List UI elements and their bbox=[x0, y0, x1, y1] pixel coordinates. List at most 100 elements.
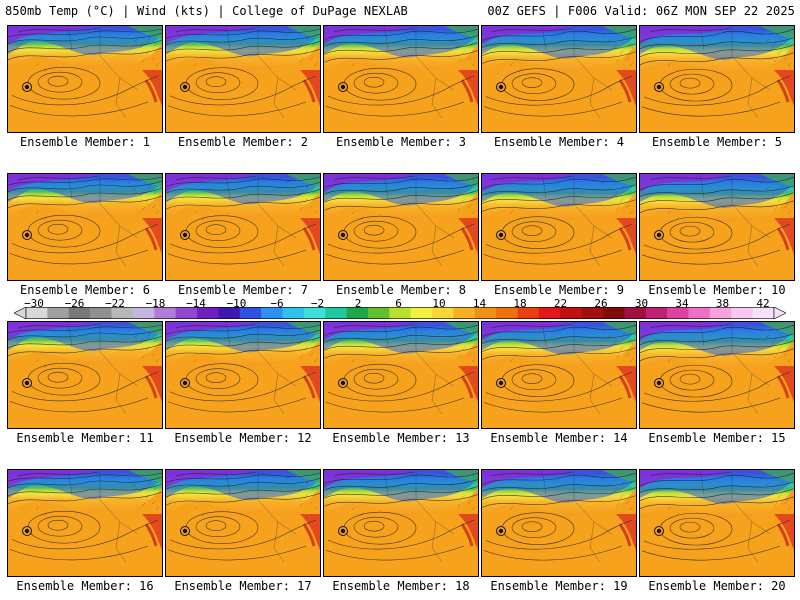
colorbar-tick-label: 30 bbox=[634, 297, 649, 310]
ensemble-member-label: Ensemble Member: 1 bbox=[19, 135, 151, 149]
colorbar-tick-label: 34 bbox=[675, 297, 689, 310]
ensemble-map-17 bbox=[165, 469, 321, 577]
ensemble-member-label: Ensemble Member: 18 bbox=[332, 579, 470, 593]
colorbar-segment bbox=[560, 307, 582, 319]
colorbar-segment bbox=[688, 307, 711, 319]
temperature-wind-map bbox=[482, 26, 636, 132]
ensemble-map-13 bbox=[323, 321, 479, 429]
colorbar-segment bbox=[346, 307, 369, 319]
ensemble-member-label: Ensemble Member: 12 bbox=[174, 431, 312, 445]
temperature-wind-map bbox=[640, 470, 794, 576]
temperature-colorbar bbox=[14, 307, 786, 319]
ensemble-map-11 bbox=[7, 321, 163, 429]
colorbar-segment bbox=[624, 307, 647, 319]
temperature-wind-map bbox=[166, 26, 320, 132]
ensemble-member-label: Ensemble Member: 15 bbox=[648, 431, 786, 445]
ensemble-member-label: Ensemble Member: 10 bbox=[648, 283, 786, 297]
temperature-wind-map bbox=[640, 26, 794, 132]
ensemble-member-label: Ensemble Member: 11 bbox=[16, 431, 154, 445]
ensemble-member-label: Ensemble Member: 3 bbox=[335, 135, 467, 149]
colorbar-segment bbox=[752, 307, 775, 319]
ensemble-member-label: Ensemble Member: 6 bbox=[19, 283, 151, 297]
temperature-wind-map bbox=[482, 470, 636, 576]
colorbar-segment bbox=[432, 307, 454, 319]
colorbar-segment bbox=[239, 307, 262, 319]
colorbar-tick-label: −10 bbox=[226, 297, 247, 310]
colorbar-tick-label: 10 bbox=[432, 297, 446, 310]
ensemble-member-label: Ensemble Member: 13 bbox=[332, 431, 470, 445]
colorbar-segment bbox=[111, 307, 134, 319]
ensemble-map-4 bbox=[481, 25, 637, 133]
colorbar-segment bbox=[90, 307, 112, 319]
colorbar-segment bbox=[496, 307, 518, 319]
colorbar-tick-label: −2 bbox=[310, 297, 325, 310]
colorbar-segment bbox=[581, 307, 604, 319]
colorbar-high-arrow bbox=[773, 307, 786, 319]
colorbar-tick-label: 18 bbox=[513, 297, 527, 310]
ensemble-map-15 bbox=[639, 321, 795, 429]
colorbar-segment bbox=[517, 307, 540, 319]
colorbar-segment bbox=[261, 307, 283, 319]
ensemble-member-label: Ensemble Member: 20 bbox=[648, 579, 786, 593]
colorbar-segment bbox=[474, 307, 497, 319]
colorbar-tick-label: −30 bbox=[24, 297, 44, 310]
ensemble-member-label: Ensemble Member: 5 bbox=[651, 135, 783, 149]
temperature-wind-map bbox=[324, 470, 478, 576]
colorbar-tick-label: 26 bbox=[594, 297, 608, 310]
colorbar-segment bbox=[26, 307, 48, 319]
colorbar-segment bbox=[603, 307, 625, 319]
colorbar-tick-label: −26 bbox=[64, 297, 85, 310]
colorbar-segment bbox=[47, 307, 70, 319]
temperature-wind-map bbox=[640, 174, 794, 280]
ensemble-member-label: Ensemble Member: 17 bbox=[174, 579, 312, 593]
temperature-wind-map bbox=[8, 322, 162, 428]
colorbar-segment bbox=[154, 307, 176, 319]
colorbar-segment bbox=[667, 307, 689, 319]
colorbar-segment bbox=[132, 307, 155, 319]
ensemble-member-label: Ensemble Member: 4 bbox=[493, 135, 625, 149]
temperature-wind-map bbox=[8, 26, 162, 132]
temperature-wind-map bbox=[166, 470, 320, 576]
colorbar-tick-label: 6 bbox=[395, 297, 402, 310]
colorbar-segment bbox=[218, 307, 241, 319]
colorbar-tick-label: 22 bbox=[553, 297, 568, 310]
ensemble-map-12 bbox=[165, 321, 321, 429]
ensemble-map-5 bbox=[639, 25, 795, 133]
ensemble-member-label: Ensemble Member: 19 bbox=[490, 579, 628, 593]
temperature-wind-map bbox=[324, 174, 478, 280]
colorbar-segment bbox=[175, 307, 198, 319]
colorbar-segment bbox=[196, 307, 219, 319]
temperature-wind-map bbox=[8, 470, 162, 576]
colorbar-tick-label: 2 bbox=[354, 297, 362, 310]
colorbar-segment bbox=[389, 307, 411, 319]
ensemble-map-3 bbox=[323, 25, 479, 133]
colorbar-tick-label: −6 bbox=[270, 297, 284, 310]
model-run-info: 00Z GEFS | F006 Valid: 06Z MON SEP 22 20… bbox=[487, 4, 795, 18]
ensemble-map-2 bbox=[165, 25, 321, 133]
ensemble-member-label: Ensemble Member: 2 bbox=[177, 135, 309, 149]
ensemble-member-label: Ensemble Member: 16 bbox=[16, 579, 154, 593]
ensemble-map-14 bbox=[481, 321, 637, 429]
ensemble-map-7 bbox=[165, 173, 321, 281]
ensemble-map-10 bbox=[639, 173, 795, 281]
ensemble-member-label: Ensemble Member: 8 bbox=[335, 283, 467, 297]
colorbar-segment bbox=[303, 307, 326, 319]
colorbar-segment bbox=[709, 307, 732, 319]
ensemble-map-19 bbox=[481, 469, 637, 577]
ensemble-map-16 bbox=[7, 469, 163, 577]
ensemble-member-label: Ensemble Member: 14 bbox=[490, 431, 628, 445]
ensemble-member-label: Ensemble Member: 9 bbox=[493, 283, 625, 297]
temperature-wind-map bbox=[324, 26, 478, 132]
ensemble-map-8 bbox=[323, 173, 479, 281]
colorbar-segment bbox=[645, 307, 668, 319]
colorbar-segment bbox=[731, 307, 753, 319]
temperature-wind-map bbox=[8, 174, 162, 280]
colorbar-tick-label: −14 bbox=[186, 297, 206, 310]
colorbar-segment bbox=[410, 307, 433, 319]
temperature-wind-map bbox=[166, 322, 320, 428]
temperature-wind-map bbox=[324, 322, 478, 428]
colorbar-tick-label: 14 bbox=[472, 297, 487, 310]
colorbar-segment bbox=[367, 307, 390, 319]
ensemble-member-label: Ensemble Member: 7 bbox=[177, 283, 309, 297]
colorbar-tick-label: −18 bbox=[145, 297, 166, 310]
